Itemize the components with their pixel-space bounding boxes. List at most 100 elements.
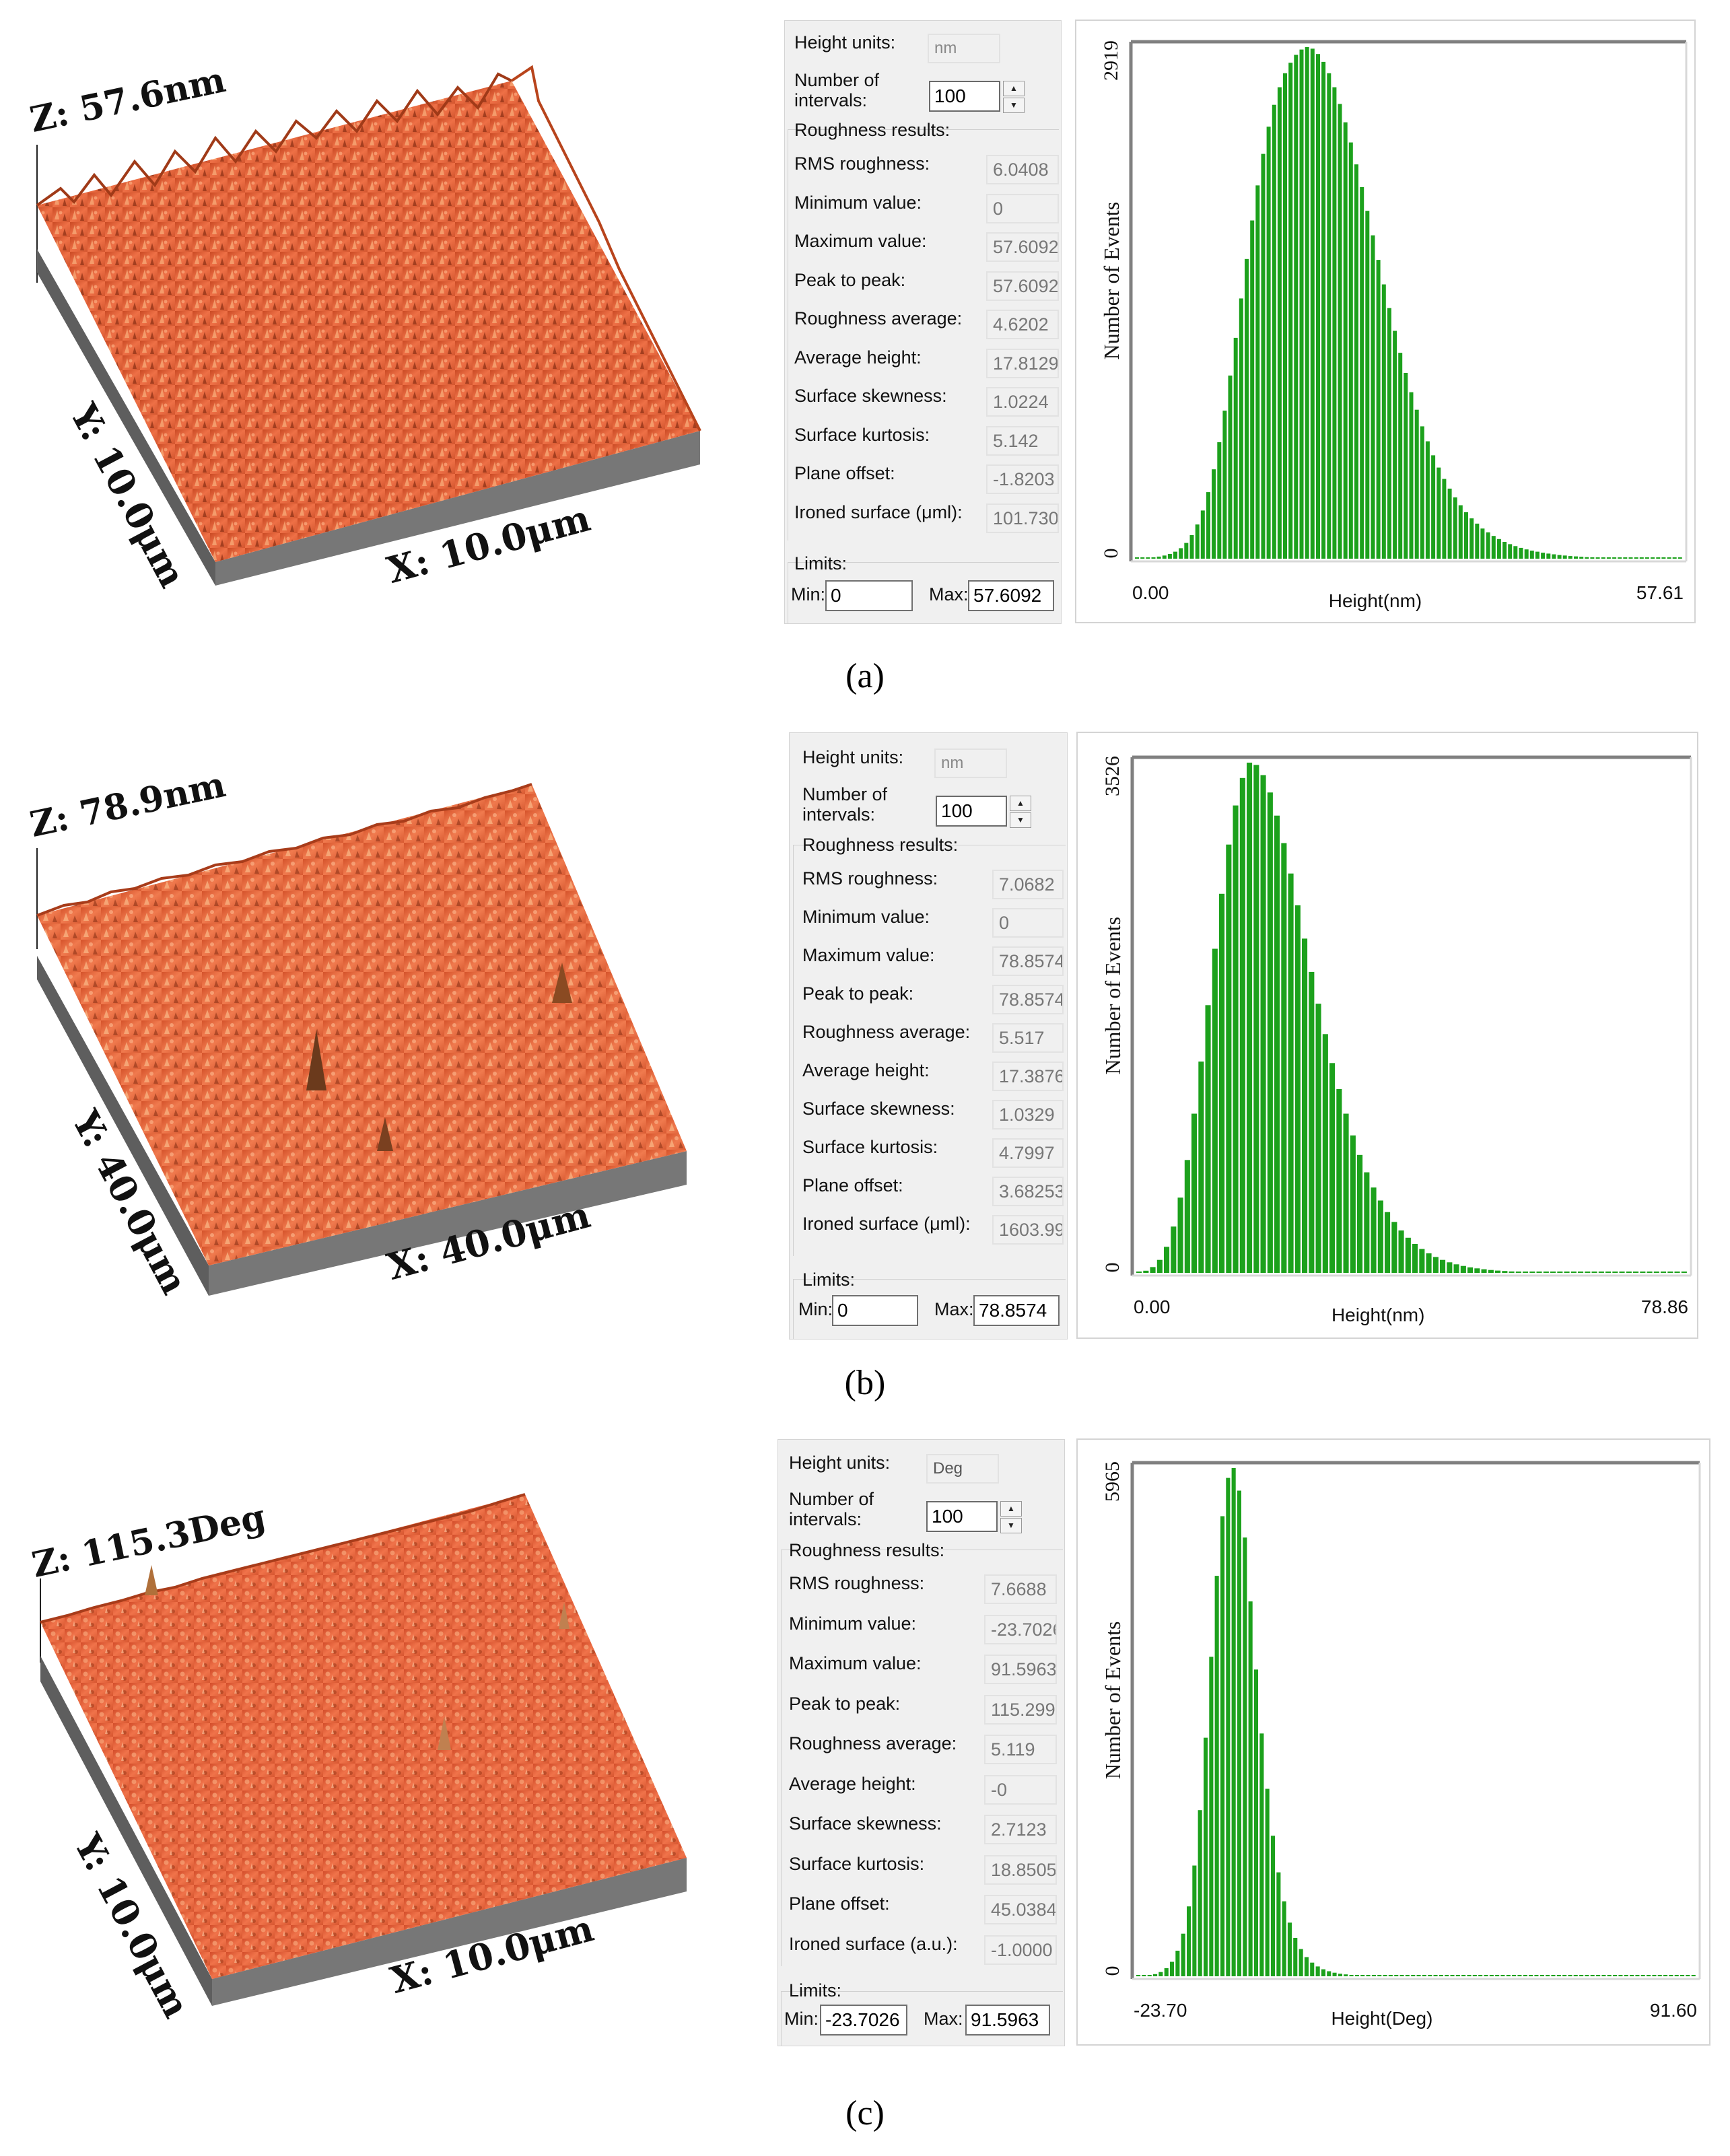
- histogram-bar: [1266, 127, 1271, 559]
- histogram-bar: [1551, 1975, 1556, 1976]
- histogram-bar: [1162, 555, 1167, 559]
- spin-up-icon[interactable]: ▲: [1000, 1501, 1022, 1517]
- histogram-bar: [1541, 553, 1546, 559]
- spin-down-icon[interactable]: ▼: [1010, 812, 1031, 828]
- histogram-bar: [1645, 557, 1649, 559]
- histogram-bar: [1151, 557, 1156, 559]
- y-min-label: 0: [1101, 1263, 1123, 1273]
- histogram-bar: [1590, 557, 1595, 559]
- histogram-bar: [1181, 1933, 1185, 1976]
- histogram-bar: [1170, 1961, 1175, 1976]
- histogram-bar: [1412, 1244, 1418, 1273]
- spin-up-icon[interactable]: ▲: [1003, 81, 1025, 96]
- histogram-bar: [1287, 1922, 1292, 1976]
- histogram-bar: [1226, 1477, 1231, 1976]
- chart-background: [1076, 732, 1698, 1339]
- intervals-spinner[interactable]: ▲ ▼: [1010, 796, 1031, 828]
- histogram-bar: [1486, 532, 1490, 559]
- spin-up-icon[interactable]: ▲: [1010, 796, 1031, 811]
- histogram-bar: [1299, 1949, 1303, 1976]
- histogram-bar: [1192, 1865, 1197, 1976]
- histogram-bar: [1491, 536, 1496, 559]
- y-max-label: 5965: [1101, 1461, 1123, 1502]
- max-input[interactable]: 91.5963: [965, 2005, 1050, 2036]
- limits-group: [781, 1991, 1063, 2046]
- histogram-bar: [1657, 1975, 1662, 1976]
- histogram-bar: [1534, 1975, 1539, 1976]
- histogram-bar: [1562, 555, 1567, 559]
- histogram-bar: [1539, 1975, 1544, 1976]
- stat-value-field: 101.730: [986, 503, 1059, 533]
- min-input[interactable]: -23.7026: [820, 2005, 907, 2036]
- y-axis-title: Number of Events: [1101, 917, 1125, 1075]
- spin-down-icon[interactable]: ▼: [1000, 1518, 1022, 1533]
- figure-a: Z: 57.6nm Y: 10.0μm X: 10.0μm Height uni…: [0, 0, 1730, 714]
- histogram-bar: [1322, 1034, 1328, 1273]
- stat-value-field: -0: [984, 1774, 1057, 1805]
- histogram-bar: [1179, 548, 1183, 559]
- min-input[interactable]: 0: [825, 580, 913, 611]
- spin-down-icon[interactable]: ▼: [1003, 98, 1025, 113]
- max-input[interactable]: 78.8574: [973, 1295, 1060, 1326]
- histogram-bar: [1447, 1262, 1453, 1273]
- histogram-bar: [1293, 1938, 1298, 1976]
- histogram-bar: [1653, 1272, 1659, 1273]
- x-min-label: 0.00: [1132, 582, 1169, 603]
- histogram-bar: [1321, 61, 1326, 559]
- stat-label: Surface kurtosis:: [789, 1853, 925, 1874]
- histogram-bar: [1439, 1975, 1443, 1976]
- histogram-bar: [1681, 1272, 1687, 1273]
- histogram-bar: [1672, 557, 1677, 559]
- intervals-input[interactable]: 100: [936, 796, 1007, 827]
- roughness-group: [788, 129, 1059, 541]
- histogram-bar: [1445, 1975, 1449, 1976]
- figure-b: Z: 78.9nm Y: 40.0μm X: 40.0μm Height uni…: [0, 714, 1730, 1427]
- histogram-bar: [1623, 557, 1628, 559]
- min-input[interactable]: 0: [832, 1295, 918, 1326]
- stat-value-field: 78.8574: [992, 946, 1064, 976]
- stat-label: Plane offset:: [802, 1175, 903, 1195]
- histogram-bar: [1371, 235, 1375, 559]
- histogram-bar: [1212, 469, 1216, 559]
- intervals-input[interactable]: 100: [929, 81, 1000, 112]
- height-units-label: Height units:: [802, 747, 904, 767]
- roughness-header: Roughness results:: [789, 1540, 945, 1560]
- histogram-bar: [1315, 1966, 1320, 1976]
- histogram-bar: [1200, 510, 1205, 559]
- stat-value-field: 2.7123: [984, 1815, 1057, 1844]
- histogram-bar: [1239, 298, 1243, 559]
- intervals-spinner[interactable]: ▲ ▼: [1000, 1501, 1022, 1533]
- histogram-bar: [1535, 551, 1539, 559]
- stat-value-field: 6.0408: [986, 155, 1059, 184]
- histogram-bar: [1321, 1969, 1325, 1976]
- histogram-bar: [1656, 557, 1661, 559]
- histogram-bar: [1674, 1272, 1680, 1273]
- histogram-bar: [1409, 392, 1414, 559]
- max-input[interactable]: 57.6092: [968, 580, 1054, 611]
- histogram-bar: [1371, 1187, 1377, 1273]
- histogram-bar: [1332, 87, 1337, 559]
- histogram-bar: [1598, 1272, 1604, 1273]
- histogram-bar: [1500, 1975, 1505, 1976]
- height-units-field: nm: [934, 749, 1007, 778]
- histogram-bar: [1661, 1272, 1667, 1273]
- histogram-bar: [1336, 1089, 1342, 1273]
- histogram-bar: [1568, 1975, 1572, 1976]
- histogram-bar: [1502, 542, 1507, 559]
- histogram-bar: [1243, 1537, 1247, 1976]
- histogram-bar: [1579, 557, 1584, 559]
- histogram-bar: [1393, 331, 1397, 559]
- stat-value-field: 1.0224: [986, 387, 1059, 417]
- histogram-bar: [1552, 554, 1556, 559]
- histogram-bar: [1385, 1212, 1391, 1273]
- histogram-bar: [1467, 1975, 1472, 1976]
- histogram-bar: [1453, 1264, 1459, 1273]
- histogram-bar: [1184, 543, 1189, 559]
- x-axis-title: Height(Deg): [1331, 2008, 1432, 2029]
- intervals-spinner[interactable]: ▲ ▼: [1003, 81, 1025, 113]
- intervals-input[interactable]: 100: [926, 1501, 998, 1532]
- histogram-bar: [1253, 765, 1259, 1273]
- stat-label: Roughness average:: [794, 308, 963, 328]
- histogram-bar: [1164, 1968, 1169, 1976]
- histogram-bar: [1383, 1975, 1387, 1976]
